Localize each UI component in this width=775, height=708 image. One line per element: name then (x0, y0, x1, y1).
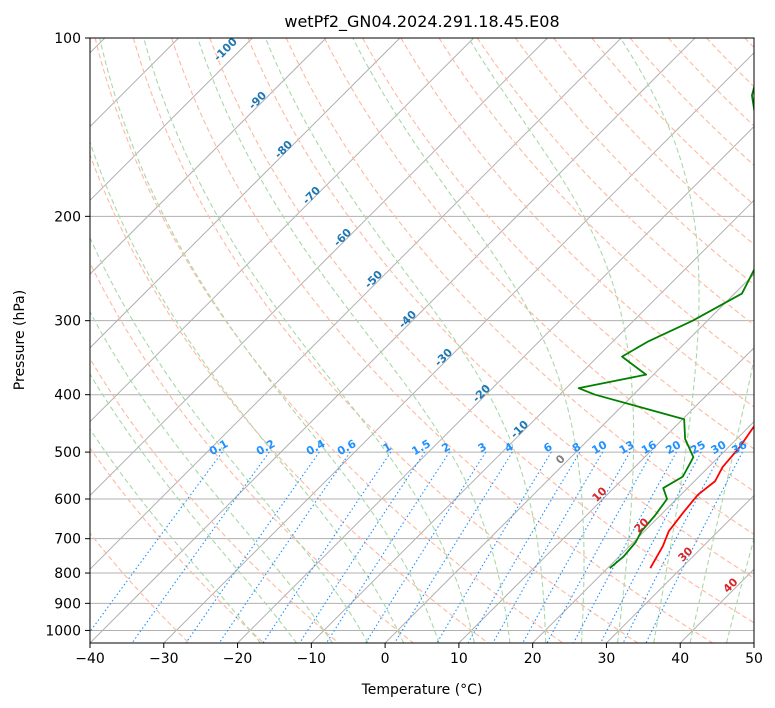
moist-adiabat-7 (197, 38, 511, 643)
y-tick-label-9: 1000 (45, 623, 81, 639)
mixing-ratio-line-2 (185, 451, 320, 643)
y-axis: 100 200 300 400 500 600 700 800 900 1000 (45, 31, 90, 639)
isotherm-line-25 (753, 642, 754, 643)
chart-title: wetPf2_GN04.2024.291.18.45.E08 (284, 12, 559, 32)
dry-adiabat-6 (132, 38, 639, 643)
isotherm-line-16 (90, 38, 696, 643)
y-tick-label-0: 100 (54, 31, 81, 47)
mixing-ratio-line-5 (299, 451, 426, 643)
y-tick-label-4: 500 (54, 445, 81, 461)
y-tick-label-8: 900 (54, 596, 81, 612)
dry-adiabat-3 (90, 261, 414, 643)
mixing-ratio-line-15 (600, 451, 702, 643)
dewpoint-profile-line (577, 84, 754, 569)
moist-adiabat-11 (620, 38, 700, 643)
moist-adiabat-0 (90, 428, 261, 643)
y-tick-label-2: 300 (54, 314, 81, 330)
dry-adiabat-8 (209, 38, 754, 624)
isotherm-line-12 (90, 38, 401, 349)
x-tick-label-6: 20 (524, 651, 542, 667)
dry-adiabat-11 (323, 38, 754, 492)
dry-adiabat-13 (400, 38, 754, 408)
y-axis-label: Pressure (hPa) (12, 290, 28, 390)
y-tick-label-6: 700 (54, 532, 81, 548)
moist-adiabat-2 (90, 310, 333, 643)
dry-adiabat-9 (247, 38, 754, 579)
moist-adiabat-13 (725, 536, 754, 643)
isotherm-line-15 (90, 38, 622, 570)
moist-adiabat-1 (90, 373, 298, 643)
y-tick-label-5: 600 (54, 492, 81, 508)
isotherm-line-13 (90, 38, 475, 423)
mixing-ratio-line-11 (492, 451, 604, 643)
x-tick-label-1: −30 (149, 651, 179, 667)
mixing-ratio-line-0 (90, 451, 223, 633)
dry-adiabat-1 (90, 446, 265, 643)
y-tick-label-3: 400 (54, 388, 81, 404)
isotherm-line-21 (458, 347, 754, 643)
dry-adiabat-2 (90, 357, 339, 643)
x-tick-label-4: 0 (381, 651, 390, 667)
mixing-ratio-line-17 (645, 451, 743, 643)
moist-adiabat-6 (143, 38, 475, 643)
x-tick-label-9: 50 (745, 651, 763, 667)
temperature-profile-line (649, 425, 754, 569)
isotherm-line-22 (532, 420, 754, 643)
plot-frame (89, 37, 755, 644)
y-tick-label-7: 800 (54, 566, 81, 582)
mixing-ratio-line-13 (546, 451, 653, 643)
mixing-ratio-line-4 (262, 451, 392, 643)
isotherm-line-18 (237, 125, 754, 643)
dry-adiabat-14 (438, 38, 754, 367)
dry-adiabat-16 (515, 38, 754, 286)
mixing-ratio-line-8 (394, 451, 513, 643)
isotherm-line-10 (90, 38, 253, 202)
isotherm-line-17 (163, 52, 754, 643)
moist-adiabat-8 (264, 38, 547, 643)
grid-layer (90, 38, 754, 643)
x-axis: −40 −30 −20 −10 0 10 20 30 40 50 (75, 643, 763, 667)
y-tick-label-1: 200 (54, 209, 81, 225)
dry-adiabat-0 (90, 532, 190, 643)
plot-background (90, 38, 754, 643)
x-tick-label-2: −20 (223, 651, 253, 667)
x-tick-label-7: 30 (598, 651, 616, 667)
x-tick-label-8: 40 (671, 651, 689, 667)
x-axis-label: Temperature (°C) (361, 682, 483, 698)
mixing-ratio-line-3 (218, 451, 351, 643)
dry-adiabat-4 (90, 153, 489, 643)
isotherm-line-20 (384, 273, 754, 643)
dry-adiabat-15 (476, 38, 754, 326)
mixing-ratio-line-12 (522, 451, 631, 643)
isotherm-line-11 (90, 38, 327, 275)
dry-adiabat-5 (94, 38, 564, 643)
moist-adiabat-5 (99, 38, 440, 643)
x-tick-label-3: −10 (297, 651, 327, 667)
moist-adiabat-3 (90, 236, 369, 643)
moist-adiabat-9 (352, 38, 585, 643)
data-layer (577, 84, 754, 569)
x-tick-label-0: −40 (75, 651, 105, 667)
moist-adiabat-12 (689, 357, 754, 643)
moist-adiabat-4 (90, 140, 405, 643)
dry-adiabat-10 (285, 38, 754, 536)
x-tick-label-5: 10 (450, 651, 468, 667)
dry-adiabat-7 (171, 38, 713, 643)
isotherm-line-23 (606, 494, 754, 643)
isotherm-line-14 (90, 38, 548, 497)
mixing-ratio-line-16 (622, 451, 723, 643)
